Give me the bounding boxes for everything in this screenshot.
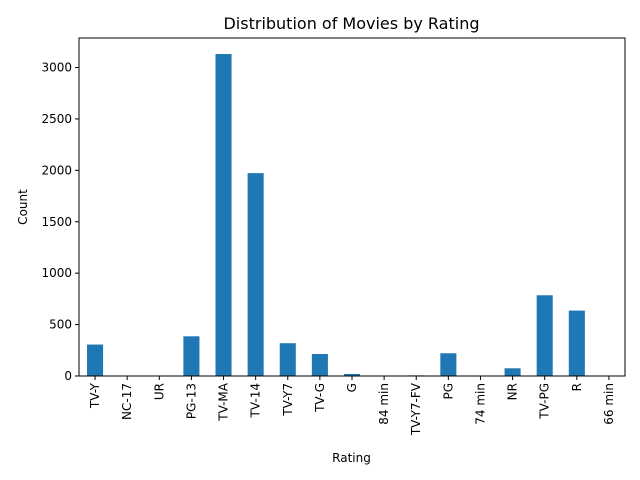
x-tick-label: 66 min <box>602 383 616 425</box>
y-tick-label: 500 <box>49 318 72 332</box>
x-tick-label: NR <box>506 383 520 400</box>
x-tick-label: TV-G <box>313 383 327 413</box>
chart-title: Distribution of Movies by Rating <box>223 14 479 33</box>
x-tick-label: PG-13 <box>184 383 198 419</box>
x-tick-label: G <box>345 383 359 392</box>
y-tick-label: 2000 <box>41 163 72 177</box>
x-tick-label: UR <box>152 383 166 400</box>
bar-tv-14 <box>247 173 264 376</box>
x-tick-label: TV-MA <box>217 382 231 422</box>
bar-pg <box>440 353 457 376</box>
bar-tv-pg <box>536 295 553 376</box>
bar-tv-ma <box>215 54 232 376</box>
bar-r <box>568 310 585 376</box>
x-tick-label: PG <box>441 383 455 400</box>
x-tick-label: TV-PG <box>538 383 552 420</box>
bar-g <box>343 373 361 376</box>
bar-tv-g <box>311 353 328 376</box>
bar-tv-y <box>87 344 104 376</box>
x-tick-label: TV-14 <box>249 383 263 418</box>
y-axis-ticks: 0 500 1000 1500 2000 2500 3000 <box>41 61 79 383</box>
bars-group <box>87 54 617 376</box>
y-tick-label: 1500 <box>41 215 72 229</box>
y-tick-label: 2500 <box>41 112 72 126</box>
x-axis-label: Rating <box>332 451 371 465</box>
bar-nr <box>504 368 521 376</box>
bar-pg-13 <box>183 336 200 376</box>
y-axis-label: Count <box>16 189 30 225</box>
x-tick-label: NC-17 <box>120 383 134 420</box>
y-tick-label: 3000 <box>41 61 72 75</box>
x-tick-label: TV-Y7 <box>281 383 295 417</box>
bar-tv-y7 <box>279 343 296 376</box>
x-tick-label: TV-Y7-FV <box>409 382 423 436</box>
x-tick-label: 74 min <box>473 383 487 425</box>
x-axis-ticks: TV-Y NC-17 UR PG-13 TV-MA TV-14 TV-Y7 TV-G G 84 m… <box>88 376 616 436</box>
x-tick-label: 84 min <box>377 383 391 425</box>
x-tick-label: R <box>570 383 584 391</box>
y-tick-label: 0 <box>64 369 72 383</box>
x-tick-label: TV-Y <box>88 382 102 409</box>
plot-frame <box>78 37 626 377</box>
y-tick-label: 1000 <box>41 266 72 280</box>
